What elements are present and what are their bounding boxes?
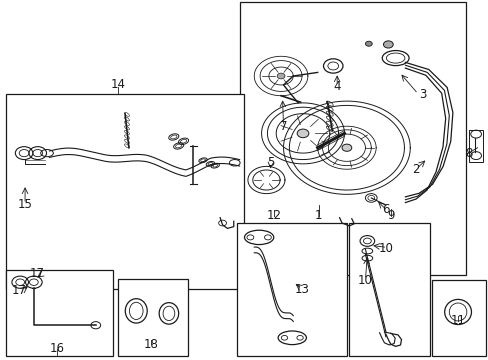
- Text: 17: 17: [30, 267, 45, 280]
- Circle shape: [341, 144, 351, 151]
- FancyBboxPatch shape: [468, 130, 483, 162]
- Bar: [5, 94, 244, 289]
- Text: 2: 2: [411, 163, 419, 176]
- Text: 10: 10: [357, 274, 372, 287]
- Bar: [118, 279, 188, 356]
- Text: 7: 7: [279, 121, 286, 134]
- Bar: [431, 280, 485, 356]
- Text: 17: 17: [12, 284, 27, 297]
- Circle shape: [297, 129, 308, 138]
- Text: 4: 4: [333, 80, 340, 93]
- Text: 13: 13: [294, 283, 309, 296]
- Text: 14: 14: [110, 78, 125, 91]
- Bar: [348, 223, 429, 356]
- Text: 18: 18: [143, 338, 158, 351]
- Text: 10: 10: [378, 242, 392, 255]
- Circle shape: [383, 41, 392, 48]
- Bar: [5, 270, 113, 356]
- Text: 16: 16: [49, 342, 64, 355]
- Text: 11: 11: [449, 314, 465, 327]
- Text: 9: 9: [386, 210, 394, 222]
- Bar: [237, 223, 346, 356]
- Text: 6: 6: [382, 203, 389, 216]
- Text: 3: 3: [418, 88, 426, 101]
- Text: 8: 8: [464, 147, 471, 159]
- Text: 5: 5: [266, 156, 274, 169]
- Bar: [239, 3, 466, 275]
- Circle shape: [365, 41, 371, 46]
- Text: 1: 1: [314, 210, 322, 222]
- Text: 12: 12: [266, 210, 281, 222]
- Text: 15: 15: [18, 198, 32, 211]
- Circle shape: [277, 73, 285, 79]
